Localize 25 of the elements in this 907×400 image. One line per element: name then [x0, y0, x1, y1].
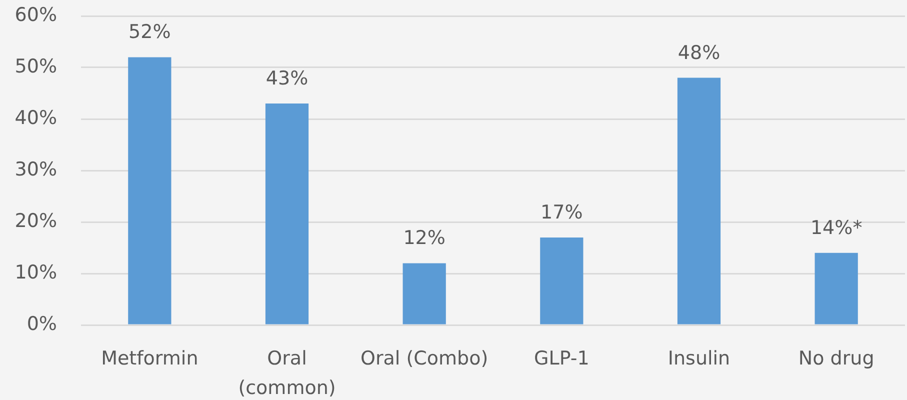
x-tick-label: No drug	[798, 348, 874, 370]
x-tick-label: Metformin	[101, 348, 198, 370]
bar	[814, 252, 858, 324]
data-label: 52%	[128, 21, 171, 44]
bar	[677, 78, 721, 324]
data-label: 12%	[403, 227, 446, 250]
x-tick-label: Insulin	[668, 348, 730, 370]
x-tick-label: GLP-1	[534, 348, 590, 370]
y-tick-label: 50%	[14, 55, 57, 78]
y-tick-label: 20%	[14, 210, 57, 232]
data-label: 48%	[678, 42, 720, 64]
y-tick-label: 30%	[14, 158, 57, 180]
bar	[265, 104, 309, 324]
y-tick-label: 40%	[14, 106, 57, 129]
data-label: 17%	[540, 201, 583, 224]
bar	[128, 57, 172, 324]
x-tick-label: Oral (common)	[238, 348, 336, 400]
data-label: 14%*	[810, 216, 862, 239]
data-label: 43%	[266, 68, 308, 90]
y-tick-label: 60%	[14, 4, 57, 26]
bar	[402, 263, 446, 324]
y-tick-label: 10%	[14, 261, 57, 284]
bar	[540, 237, 584, 324]
y-tick-label: 0%	[26, 312, 57, 335]
x-tick-label: Oral (Combo)	[360, 348, 488, 370]
